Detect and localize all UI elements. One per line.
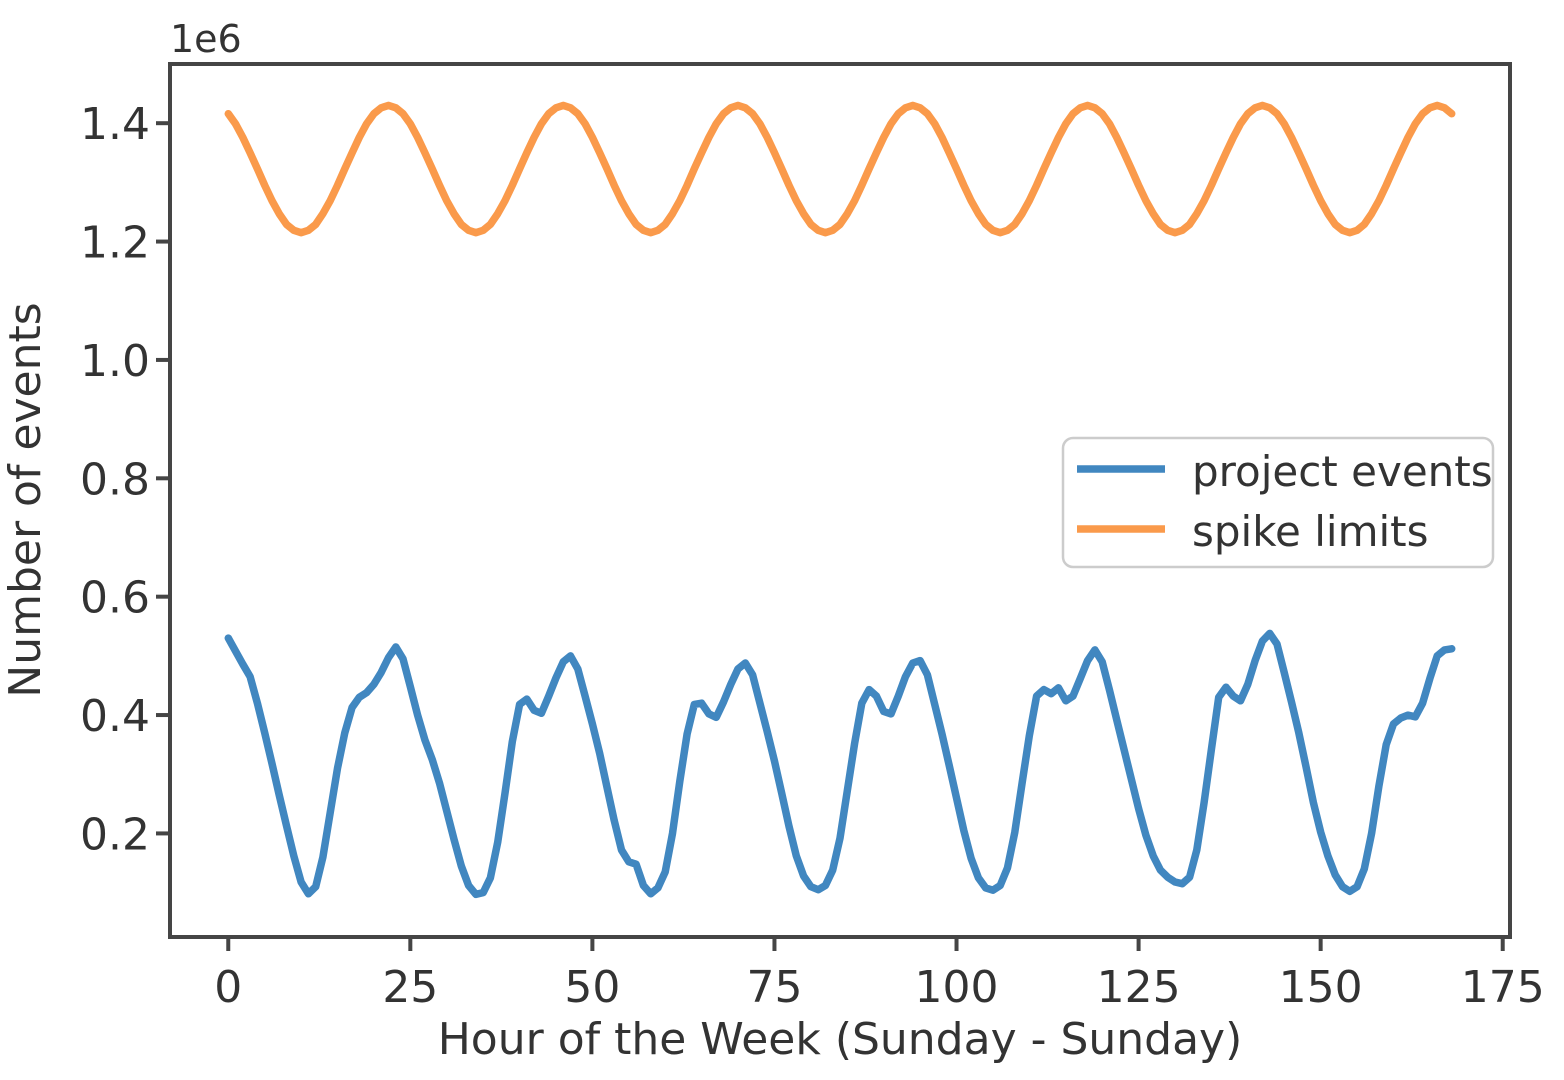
y-axis-offset-label: 1e6 bbox=[170, 17, 242, 61]
project-events-line bbox=[224, 629, 1456, 899]
legend-label-spike-limits: spike limits bbox=[1192, 507, 1429, 556]
y-tick-label: 0.4 bbox=[80, 691, 150, 742]
x-axis-ticks: 0 25 50 75 100 125 150 175 bbox=[214, 937, 1545, 1013]
x-tick-label: 100 bbox=[915, 962, 999, 1013]
y-axis-label: Number of events bbox=[0, 302, 51, 697]
x-tick-label: 75 bbox=[746, 962, 802, 1013]
y-tick-label: 1.2 bbox=[80, 218, 150, 269]
plot-border bbox=[168, 62, 1512, 939]
x-tick-label: 50 bbox=[564, 962, 620, 1013]
legend-box bbox=[1061, 436, 1495, 569]
y-tick-label: 1.4 bbox=[80, 99, 150, 150]
x-tick-label: 125 bbox=[1097, 962, 1181, 1013]
x-tick-label: 25 bbox=[382, 962, 438, 1013]
y-tick-label: 0.8 bbox=[80, 454, 150, 505]
x-axis-label: Hour of the Week (Sunday - Sunday) bbox=[438, 1014, 1243, 1065]
y-tick-label: 0.6 bbox=[80, 573, 150, 624]
legend: project events spike limits bbox=[1061, 436, 1495, 569]
x-tick-label: 175 bbox=[1461, 962, 1545, 1013]
legend-label-project-events: project events bbox=[1192, 447, 1493, 496]
y-axis-ticks: 0.2 0.4 0.6 0.8 1.0 1.2 1.4 bbox=[80, 99, 170, 860]
series-lines bbox=[224, 101, 1456, 899]
x-tick-label: 0 bbox=[214, 962, 242, 1013]
y-tick-label: 0.2 bbox=[80, 809, 150, 860]
x-tick-label: 150 bbox=[1279, 962, 1363, 1013]
spike-limits-line bbox=[224, 101, 1456, 237]
y-tick-label: 1.0 bbox=[80, 336, 150, 387]
